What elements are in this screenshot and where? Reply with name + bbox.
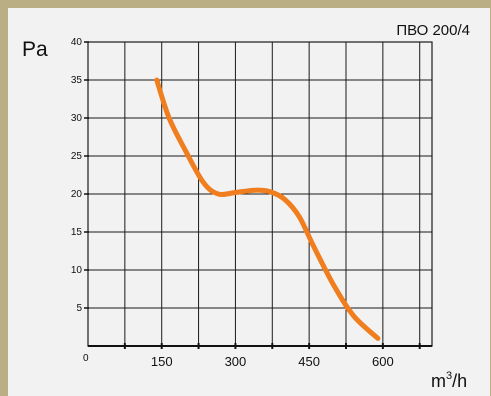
x-axis-label-superscript: 3: [446, 370, 452, 382]
y-tick-label: 10: [71, 265, 83, 276]
y-tick-label: 40: [71, 37, 83, 48]
x-axis-origin-label: 0: [83, 353, 89, 364]
x-axis-label-suffix: /h: [452, 371, 467, 391]
y-tick-label: 20: [71, 189, 83, 200]
x-tick-label: 150: [151, 354, 173, 369]
y-tick-label: 30: [71, 113, 83, 124]
chart-title: ПВО 200/4: [396, 22, 470, 39]
y-tick-label: 5: [76, 303, 82, 314]
y-tick-label: 15: [71, 227, 83, 238]
y-tick-label: 35: [71, 75, 83, 86]
ticks: 150 300 450 600 5 10 15 20 25 30 35 40: [71, 37, 421, 369]
x-tick-label: 300: [225, 354, 247, 369]
x-axis-label: m3/h: [431, 370, 467, 391]
x-axis-label-base: m: [431, 371, 446, 391]
series-line: [154, 77, 381, 341]
grid: [88, 42, 432, 346]
x-tick-label: 450: [298, 354, 320, 369]
y-axis-label: Pa: [22, 38, 48, 61]
chart-panel: 150 300 450 600 5 10 15 20 25 30 35 40 ПВО 200/4 Pa…: [8, 8, 490, 396]
x-tick-label: 600: [372, 354, 394, 369]
series: [154, 77, 381, 341]
y-tick-label: 25: [71, 151, 83, 162]
